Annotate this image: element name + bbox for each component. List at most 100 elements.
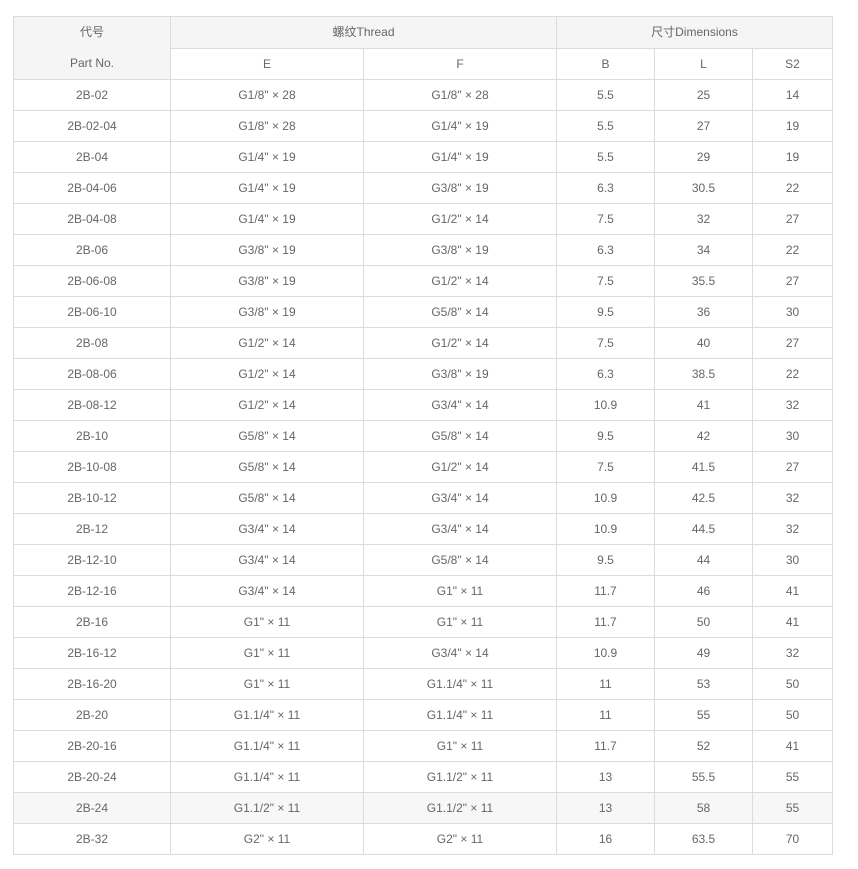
- cell-l: 58: [654, 792, 753, 824]
- cell-e: G1" × 11: [170, 668, 364, 700]
- cell-e: G1.1/4" × 11: [170, 761, 364, 793]
- cell-s2: 70: [752, 823, 833, 855]
- cell-s2: 22: [752, 172, 833, 204]
- cell-b: 13: [556, 792, 655, 824]
- table-row: 2B-12-10 G3/4" × 14 G5/8" × 14 9.5 44 30: [13, 544, 833, 576]
- cell-l: 50: [654, 606, 753, 638]
- cell-s2: 14: [752, 79, 833, 111]
- cell-f: G1/4" × 19: [363, 110, 557, 142]
- cell-s2: 19: [752, 110, 833, 142]
- cell-l: 46: [654, 575, 753, 607]
- cell-b: 11.7: [556, 730, 655, 762]
- header-dimensions: 尺寸Dimensions: [556, 16, 833, 49]
- cell-e: G5/8" × 14: [170, 420, 364, 452]
- cell-f: G1/2" × 14: [363, 327, 557, 359]
- cell-b: 5.5: [556, 141, 655, 173]
- cell-l: 41: [654, 389, 753, 421]
- cell-e: G3/8" × 19: [170, 296, 364, 328]
- cell-part-no: 2B-04-06: [13, 172, 171, 204]
- cell-f: G5/8" × 14: [363, 420, 557, 452]
- table-row: 2B-06-08 G3/8" × 19 G1/2" × 14 7.5 35.5 27: [13, 265, 833, 297]
- cell-f: G3/4" × 14: [363, 513, 557, 545]
- table-row: 2B-08-12 G1/2" × 14 G3/4" × 14 10.9 41 32: [13, 389, 833, 421]
- cell-f: G1/2" × 14: [363, 265, 557, 297]
- cell-s2: 55: [752, 792, 833, 824]
- cell-l: 44.5: [654, 513, 753, 545]
- cell-l: 29: [654, 141, 753, 173]
- cell-s2: 41: [752, 575, 833, 607]
- table-row: 2B-12-16 G3/4" × 14 G1" × 11 11.7 46 41: [13, 575, 833, 607]
- cell-part-no: 2B-10-08: [13, 451, 171, 483]
- cell-f: G1.1/4" × 11: [363, 668, 557, 700]
- cell-part-no: 2B-06-10: [13, 296, 171, 328]
- cell-part-no: 2B-16-20: [13, 668, 171, 700]
- table-row: 2B-08 G1/2" × 14 G1/2" × 14 7.5 40 27: [13, 327, 833, 359]
- parts-table: 代号 Part No. 螺纹Thread 尺寸Dimensions E F B …: [13, 16, 833, 855]
- cell-part-no: 2B-12: [13, 513, 171, 545]
- table-row: 2B-04-08 G1/4" × 19 G1/2" × 14 7.5 32 27: [13, 203, 833, 235]
- cell-f: G5/8" × 14: [363, 544, 557, 576]
- cell-s2: 32: [752, 637, 833, 669]
- header-b: B: [556, 47, 655, 80]
- cell-s2: 27: [752, 451, 833, 483]
- cell-b: 7.5: [556, 203, 655, 235]
- cell-l: 53: [654, 668, 753, 700]
- cell-s2: 41: [752, 730, 833, 762]
- cell-part-no: 2B-12-16: [13, 575, 171, 607]
- cell-e: G1.1/4" × 11: [170, 699, 364, 731]
- cell-e: G3/8" × 19: [170, 234, 364, 266]
- table-row: 2B-10-12 G5/8" × 14 G3/4" × 14 10.9 42.5 32: [13, 482, 833, 514]
- cell-e: G1/4" × 19: [170, 141, 364, 173]
- cell-l: 34: [654, 234, 753, 266]
- cell-b: 6.3: [556, 172, 655, 204]
- cell-l: 38.5: [654, 358, 753, 390]
- table-row: 2B-02-04 G1/8" × 28 G1/4" × 19 5.5 27 19: [13, 110, 833, 142]
- cell-e: G3/4" × 14: [170, 575, 364, 607]
- cell-part-no: 2B-06: [13, 234, 171, 266]
- cell-b: 10.9: [556, 389, 655, 421]
- cell-part-no: 2B-20: [13, 699, 171, 731]
- cell-b: 5.5: [556, 79, 655, 111]
- cell-f: G1" × 11: [363, 575, 557, 607]
- cell-b: 5.5: [556, 110, 655, 142]
- cell-s2: 55: [752, 761, 833, 793]
- cell-s2: 22: [752, 234, 833, 266]
- cell-l: 55: [654, 699, 753, 731]
- header-part-cn: 代号: [79, 25, 104, 39]
- cell-f: G1" × 11: [363, 730, 557, 762]
- table-row: 2B-10-08 G5/8" × 14 G1/2" × 14 7.5 41.5 27: [13, 451, 833, 483]
- cell-part-no: 2B-24: [13, 792, 171, 824]
- cell-e: G3/4" × 14: [170, 513, 364, 545]
- cell-e: G1/2" × 14: [170, 389, 364, 421]
- cell-part-no: 2B-08-06: [13, 358, 171, 390]
- cell-l: 49: [654, 637, 753, 669]
- cell-l: 32: [654, 203, 753, 235]
- cell-f: G1" × 11: [363, 606, 557, 638]
- table-row: 2B-24 G1.1/2" × 11 G1.1/2" × 11 13 58 55: [13, 792, 833, 824]
- header-s2: S2: [752, 47, 833, 80]
- cell-b: 11.7: [556, 606, 655, 638]
- cell-s2: 22: [752, 358, 833, 390]
- cell-b: 6.3: [556, 358, 655, 390]
- cell-part-no: 2B-10: [13, 420, 171, 452]
- cell-part-no: 2B-32: [13, 823, 171, 855]
- cell-b: 10.9: [556, 637, 655, 669]
- cell-s2: 27: [752, 203, 833, 235]
- cell-b: 11.7: [556, 575, 655, 607]
- cell-s2: 32: [752, 482, 833, 514]
- table-row: 2B-08-06 G1/2" × 14 G3/8" × 19 6.3 38.5 22: [13, 358, 833, 390]
- cell-l: 35.5: [654, 265, 753, 297]
- cell-f: G1/4" × 19: [363, 141, 557, 173]
- cell-part-no: 2B-08: [13, 327, 171, 359]
- table-row: 2B-20 G1.1/4" × 11 G1.1/4" × 11 11 55 50: [13, 699, 833, 731]
- cell-l: 63.5: [654, 823, 753, 855]
- cell-l: 44: [654, 544, 753, 576]
- cell-f: G3/4" × 14: [363, 482, 557, 514]
- table-row: 2B-16-12 G1" × 11 G3/4" × 14 10.9 49 32: [13, 637, 833, 669]
- cell-e: G5/8" × 14: [170, 451, 364, 483]
- cell-b: 11: [556, 699, 655, 731]
- cell-e: G1/8" × 28: [170, 110, 364, 142]
- table-row: 2B-06-10 G3/8" × 19 G5/8" × 14 9.5 36 30: [13, 296, 833, 328]
- cell-f: G1/2" × 14: [363, 203, 557, 235]
- cell-f: G2" × 11: [363, 823, 557, 855]
